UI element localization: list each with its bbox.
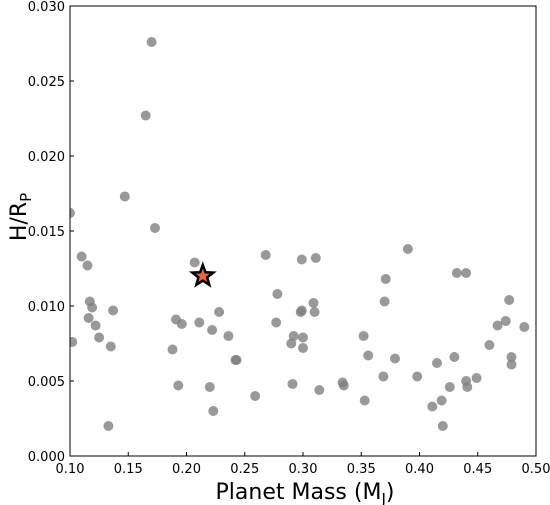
y-tick-label: 0.025 [28,75,65,90]
data-point [506,359,517,370]
data-point [271,317,282,328]
data-point [207,325,218,335]
y-axis-ticks: 0.000 0.005 0.010 0.015 0.020 0.025 0.030 [28,0,74,465]
data-point [223,331,234,341]
data-point [288,331,299,341]
data-point [83,313,94,323]
data-point [167,344,178,355]
data-point [103,421,114,431]
data-point [94,332,105,343]
x-tick-label: 0.20 [172,462,201,477]
data-point [173,380,184,391]
data-point [380,274,391,284]
data-point [506,352,517,362]
data-point [358,331,369,341]
data-point [296,254,307,265]
x-axis-ticks: 0.10 0.15 0.20 0.25 0.30 0.35 0.40 0.45 0.50 [56,452,550,477]
data-point [484,340,495,350]
highlight-star-marker [188,261,217,288]
data-point [378,371,389,382]
data-point [504,295,515,305]
data-point [379,296,390,307]
data-point [250,391,261,401]
data-point [194,317,205,328]
data-point [310,253,321,263]
y-tick-label: 0.030 [28,0,65,15]
data-point [105,341,116,352]
data-point [231,355,242,365]
data-point [308,298,319,308]
data-point [176,319,187,329]
data-point [76,251,87,262]
data-point [314,385,325,395]
data-point [70,337,78,347]
data-point [140,110,151,121]
points-layer [70,37,530,431]
data-point [432,358,442,368]
data-point [287,379,298,389]
y-tick-label: 0.000 [28,450,65,465]
y-axis-label: H/RP [7,193,35,241]
data-point [70,208,75,218]
x-tick-label: 0.35 [347,462,376,477]
data-point [449,352,460,362]
data-point [519,322,530,332]
data-point [462,382,473,392]
y-tick-label: 0.020 [28,150,65,165]
data-point [286,338,297,349]
data-point [338,380,349,391]
data-point [108,305,119,316]
x-tick-label: 0.15 [114,462,143,477]
data-point [390,353,400,364]
data-point [492,320,503,331]
data-point [260,250,271,260]
data-point [437,421,448,431]
data-point [309,307,320,317]
data-point [204,382,215,392]
data-point [150,223,160,233]
data-point [359,395,370,406]
data-point [461,268,472,278]
y-tick-label: 0.010 [28,300,65,315]
data-point [87,302,98,313]
data-point [189,257,200,268]
data-point [90,320,101,331]
x-tick-label: 0.25 [230,462,259,477]
x-axis-label: Planet Mass (MJ) [216,480,395,505]
data-point [214,307,225,317]
data-point [298,332,308,343]
data-point [296,305,307,316]
x-tick-label: 0.40 [405,462,434,477]
data-point [363,350,374,361]
x-tick-label: 0.30 [289,462,318,477]
data-point [412,371,423,382]
data-point [444,382,455,392]
data-point [402,244,413,254]
data-point [272,289,283,299]
data-point [82,260,93,271]
data-point [500,316,511,326]
x-tick-label: 0.45 [463,462,492,477]
data-point [436,395,447,406]
data-point [208,406,219,416]
data-point [451,268,462,278]
data-point [427,401,438,412]
data-point [119,191,130,202]
y-tick-label: 0.015 [28,225,65,240]
highlight-layer [188,261,217,288]
y-tick-label: 0.005 [28,375,65,390]
x-tick-label: 0.10 [56,462,85,477]
x-tick-label: 0.50 [522,462,550,477]
data-point [146,37,157,47]
data-point [471,373,482,383]
data-point [298,343,308,353]
